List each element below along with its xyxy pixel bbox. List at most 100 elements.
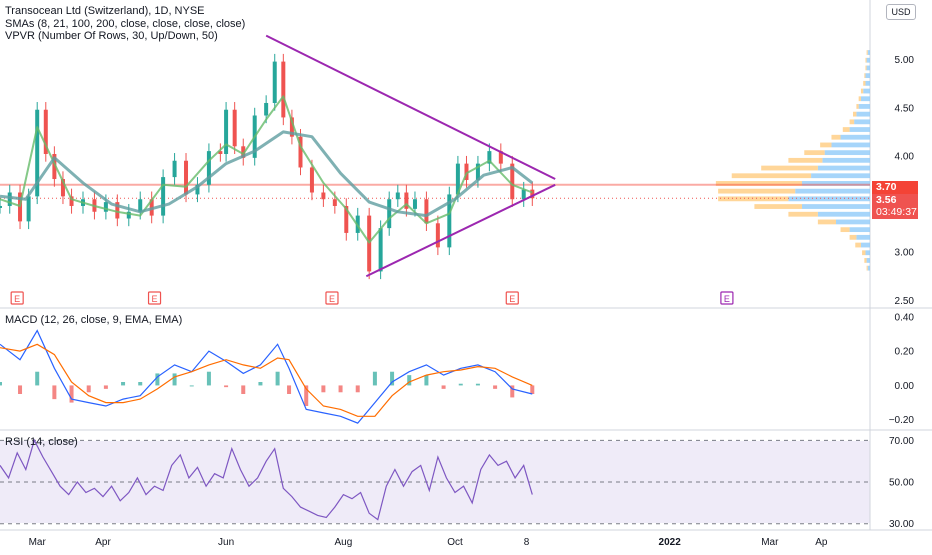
vpvr-up-row xyxy=(856,111,870,117)
currency-button[interactable]: USD xyxy=(886,4,916,20)
candle-body xyxy=(206,151,211,185)
vpvr-up-row xyxy=(802,204,870,209)
vpvr-down-row xyxy=(788,157,823,163)
macd-histogram-bar xyxy=(372,371,377,386)
vpvr-up-row xyxy=(865,80,870,86)
vpvr-down-row xyxy=(866,265,868,271)
time-tick-label: Oct xyxy=(447,537,463,548)
candle-body xyxy=(43,109,48,154)
signal-line xyxy=(0,343,533,417)
earnings-marker-label: E xyxy=(329,294,335,304)
vpvr-down-row xyxy=(804,150,825,156)
macd-histogram-bar xyxy=(206,371,211,386)
legend-rsi[interactable]: RSI (14, close) xyxy=(5,436,78,448)
legend-macd[interactable]: MACD (12, 26, close, 9, EMA, EMA) xyxy=(5,314,183,326)
macd-histogram-bar xyxy=(275,371,280,386)
macd-histogram-bar xyxy=(69,385,74,403)
macd-histogram-bar xyxy=(224,385,229,388)
macd-histogram-bar xyxy=(0,382,2,386)
time-tick-label: Aug xyxy=(335,537,353,548)
candle-body xyxy=(126,211,131,219)
vpvr-up-row xyxy=(811,173,870,179)
candle-body xyxy=(321,192,326,200)
macd-histogram-bar xyxy=(510,385,515,398)
time-tick-label: 2022 xyxy=(659,537,682,548)
candle-body xyxy=(232,109,237,147)
earnings-marker xyxy=(147,291,162,305)
vpvr-up-row xyxy=(817,211,870,217)
vpvr-down-row xyxy=(864,258,867,263)
candle-body xyxy=(172,160,177,178)
vpvr-up-row xyxy=(856,234,870,240)
candle-body xyxy=(264,102,269,116)
vpvr-down-row xyxy=(860,88,864,94)
candle-body xyxy=(344,205,349,233)
candle-body xyxy=(52,154,57,180)
price-tick-label: 3.00 xyxy=(895,248,915,259)
legend-vpvr[interactable]: VPVR (Number Of Rows, 30, Up/Down, 50) xyxy=(5,30,218,42)
candle-body xyxy=(103,202,108,212)
vpvr-up-row xyxy=(865,73,870,79)
macd-histogram-bar xyxy=(52,385,57,400)
sma-line xyxy=(0,130,534,218)
legend-sma[interactable]: SMAs (8, 21, 100, 200, close, close, clo… xyxy=(5,18,246,30)
macd-histogram-bar xyxy=(189,385,194,387)
price-tick-label: 4.00 xyxy=(895,151,915,162)
candle-body xyxy=(281,61,286,118)
rsi-line xyxy=(0,438,533,521)
vpvr-down-row xyxy=(855,242,861,248)
candle-body xyxy=(404,192,409,209)
candle-body xyxy=(161,177,166,216)
future-earnings-marker-label: E xyxy=(724,294,730,304)
macd-histogram-bar xyxy=(493,385,498,389)
vpvr-up-row xyxy=(854,119,870,125)
candle-body xyxy=(241,146,246,158)
vpvr-down-row xyxy=(858,96,861,102)
vpvr-down-row xyxy=(863,80,866,86)
vpvr-down-row xyxy=(718,196,789,202)
vpvr-down-row xyxy=(817,219,836,225)
macd-histogram-bar xyxy=(258,382,263,386)
vpvr-down-row xyxy=(788,211,818,217)
vpvr-down-row xyxy=(731,173,812,179)
vpvr-down-row xyxy=(820,142,832,148)
macd-histogram-bar xyxy=(304,385,309,406)
earnings-marker-label: E xyxy=(152,294,158,304)
macd-histogram-bar xyxy=(241,385,246,394)
candle-body xyxy=(115,202,120,219)
vpvr-down-row xyxy=(840,227,850,233)
candle-body xyxy=(69,196,74,206)
vpvr-up-row xyxy=(863,88,870,94)
earnings-marker xyxy=(505,291,519,305)
candle-body xyxy=(464,163,469,180)
candle-body xyxy=(35,109,40,197)
vpvr-down-row xyxy=(866,50,868,55)
vpvr-down-row xyxy=(864,73,866,79)
macd-histogram-bar xyxy=(355,385,360,393)
vpvr-up-row xyxy=(866,258,870,263)
earnings-marker xyxy=(325,291,339,305)
candle-body xyxy=(475,163,480,180)
macd-histogram-bar xyxy=(287,385,292,394)
vpvr-down-row xyxy=(856,104,859,109)
earnings-marker-label: E xyxy=(509,294,515,304)
candle-body xyxy=(412,199,417,209)
triangle-trendline xyxy=(365,183,556,278)
chart-title[interactable]: Transocean Ltd (Switzerland), 1D, NYSE xyxy=(5,5,205,17)
vpvr-up-row xyxy=(849,227,870,233)
triangle-trendline xyxy=(265,34,556,180)
last-price-tag: 3.70 xyxy=(872,181,918,194)
vpvr-down-row xyxy=(865,57,867,63)
rsi-tick-label: 70.00 xyxy=(889,436,914,447)
candle-body xyxy=(224,109,229,154)
macd-histogram-bar xyxy=(103,385,108,389)
countdown-tag: 03:49:37 xyxy=(872,206,918,219)
macd-histogram-bar xyxy=(86,385,91,393)
vpvr-down-row xyxy=(761,165,818,171)
candle-body xyxy=(309,167,314,193)
candle-body xyxy=(395,192,400,200)
candle-body xyxy=(184,160,189,195)
vpvr-down-row xyxy=(842,127,850,132)
